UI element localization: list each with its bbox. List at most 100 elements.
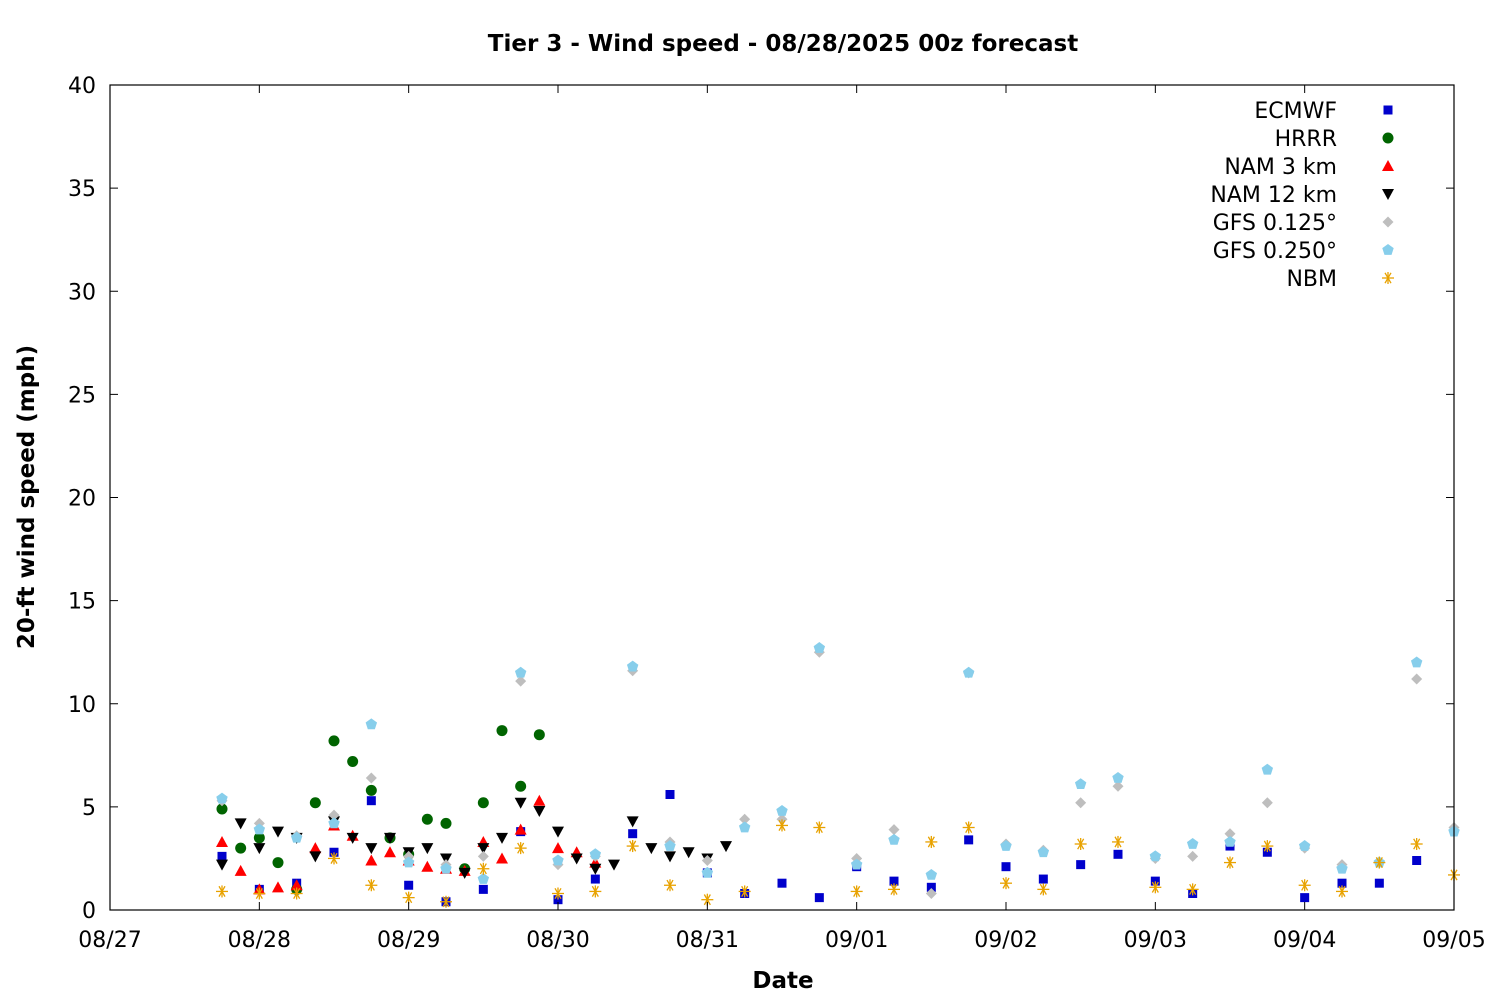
- data-point: [925, 835, 938, 848]
- data-point: [496, 725, 508, 737]
- data-point: [645, 843, 658, 855]
- data-point: [290, 879, 303, 891]
- data-point: [926, 882, 936, 892]
- data-point: [1337, 878, 1347, 888]
- data-point: [1261, 797, 1273, 809]
- data-point: [850, 858, 863, 870]
- data-point: [888, 883, 900, 896]
- data-point: [925, 888, 937, 899]
- data-point: [421, 843, 434, 855]
- data-point: [477, 862, 490, 875]
- data-point: [253, 843, 266, 855]
- data-point: [329, 847, 339, 857]
- data-point: [216, 885, 228, 898]
- data-point: [496, 832, 508, 844]
- data-point: [738, 885, 751, 898]
- data-point: [590, 874, 600, 884]
- legend-marker: [1383, 105, 1393, 115]
- data-point: [216, 792, 228, 804]
- data-point: [309, 851, 322, 863]
- data-point: [402, 856, 415, 868]
- data-point: [1074, 838, 1087, 850]
- data-point: [272, 857, 284, 869]
- y-axis-title: 20-ft wind speed (mph): [14, 345, 40, 649]
- data-point: [478, 884, 488, 894]
- data-point: [514, 842, 527, 855]
- x-tick-label: 09/02: [974, 928, 1037, 953]
- data-point: [1187, 850, 1199, 862]
- data-point: [776, 813, 788, 825]
- data-point: [1374, 878, 1384, 888]
- x-axis-title: Date: [752, 968, 813, 994]
- data-point: [234, 818, 247, 830]
- data-point: [440, 895, 452, 908]
- data-point: [477, 797, 489, 809]
- data-point: [365, 772, 377, 784]
- data-point: [1112, 835, 1124, 848]
- data-point: [1112, 780, 1124, 792]
- series-1: [216, 725, 545, 895]
- data-point: [1336, 885, 1348, 898]
- data-point: [234, 864, 247, 876]
- series-6: [216, 819, 1460, 908]
- data-point: [253, 823, 266, 835]
- data-point: [365, 843, 378, 855]
- data-point: [589, 848, 602, 860]
- x-tick-label: 08/29: [377, 928, 440, 953]
- data-point: [814, 893, 824, 903]
- data-point: [1373, 856, 1386, 869]
- data-point: [888, 824, 900, 836]
- data-point: [738, 821, 751, 833]
- y-tick-label: 40: [68, 74, 96, 99]
- legend-label: ECMWF: [1254, 99, 1337, 124]
- data-point: [888, 833, 900, 845]
- data-point: [515, 675, 527, 687]
- data-point: [1149, 881, 1162, 894]
- data-point: [664, 879, 676, 892]
- data-point: [701, 866, 714, 878]
- data-point: [216, 803, 228, 815]
- data-point: [1410, 656, 1423, 668]
- data-point: [533, 729, 545, 741]
- data-point: [347, 756, 359, 767]
- plot-area: [216, 642, 1460, 908]
- series-3: [216, 797, 732, 879]
- data-point: [402, 891, 415, 904]
- x-tick-label: 09/03: [1124, 928, 1187, 953]
- legend-label: NAM 12 km: [1210, 183, 1337, 208]
- data-point: [1336, 862, 1348, 874]
- data-point: [964, 835, 974, 845]
- data-point: [776, 805, 788, 816]
- data-point: [309, 797, 321, 809]
- data-point: [777, 878, 787, 888]
- data-point: [514, 666, 527, 678]
- data-point: [739, 813, 751, 825]
- legend-label: NBM: [1286, 267, 1337, 292]
- legend-label: GFS 0.125°: [1213, 211, 1337, 236]
- legend-marker: [1382, 160, 1394, 171]
- data-point: [962, 666, 975, 678]
- data-point: [253, 832, 265, 844]
- data-point: [328, 809, 340, 821]
- data-point: [589, 863, 602, 875]
- data-point: [440, 853, 452, 865]
- y-tick-label: 25: [68, 383, 96, 408]
- data-point: [626, 816, 639, 828]
- x-tick-label: 08/27: [78, 928, 141, 953]
- data-point: [1037, 846, 1050, 858]
- data-point: [235, 842, 247, 854]
- data-point: [589, 885, 602, 898]
- data-point: [552, 842, 564, 854]
- data-point: [1224, 835, 1236, 847]
- data-point: [626, 840, 639, 853]
- data-point: [1113, 849, 1123, 859]
- legend-marker: [1382, 272, 1394, 284]
- data-point: [776, 819, 788, 832]
- data-point: [553, 895, 563, 905]
- data-point: [1150, 876, 1160, 886]
- y-tick-label: 30: [68, 280, 96, 305]
- data-point: [1186, 838, 1199, 849]
- y-tick-label: 15: [68, 590, 96, 615]
